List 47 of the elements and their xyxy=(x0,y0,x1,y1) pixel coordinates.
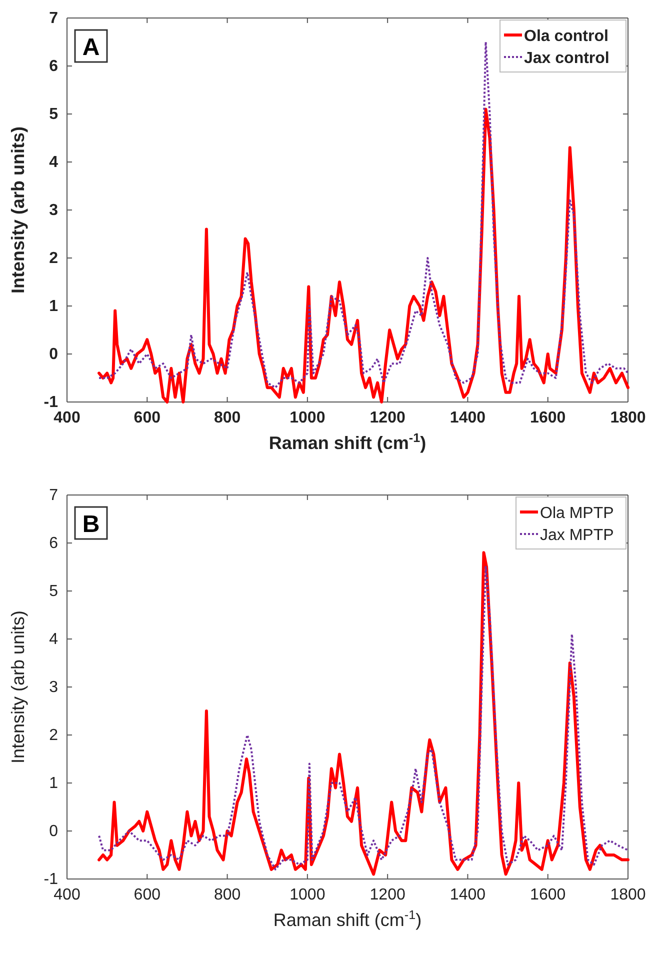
y-axis-title: Intensity (arb units) xyxy=(8,610,28,764)
y-tick-label: 3 xyxy=(49,202,58,220)
y-tick-label: 1 xyxy=(49,298,58,316)
y-tick-label: 1 xyxy=(49,775,58,792)
x-tick-label: 1400 xyxy=(450,886,486,904)
y-tick-label: -1 xyxy=(44,394,58,412)
x-axis-title: Raman shift (cm$^{-1}$) xyxy=(273,908,422,930)
x-tick-label: 800 xyxy=(214,886,241,904)
x-tick-label: 400 xyxy=(54,409,80,426)
y-tick-label: 5 xyxy=(49,583,58,600)
x-tick-label: 400 xyxy=(54,886,80,904)
y-tick-label: 2 xyxy=(49,250,58,268)
x-tick-label: 800 xyxy=(214,409,241,426)
y-tick-label: 2 xyxy=(49,727,58,744)
x-tick-label: 600 xyxy=(134,409,161,426)
x-tick-label: 1600 xyxy=(530,886,566,904)
panel-letter-box: A xyxy=(74,29,108,63)
y-tick-label: 5 xyxy=(49,106,58,124)
y-tick-label: 3 xyxy=(49,679,58,696)
x-tick-label: 1000 xyxy=(290,886,326,904)
y-tick-label: 7 xyxy=(49,10,58,28)
line-series xyxy=(98,41,629,389)
y-tick-label: -1 xyxy=(44,871,58,888)
y-tick-label: 4 xyxy=(49,154,58,172)
x-tick-label: 600 xyxy=(134,886,161,904)
y-tick-label: 0 xyxy=(49,823,58,840)
annotation: A xyxy=(82,34,100,61)
panel-letter-box: B xyxy=(74,506,108,540)
x-tick-label: 1600 xyxy=(530,409,566,426)
x-tick-label: 1800 xyxy=(610,409,646,426)
legend-label: Jax control xyxy=(524,50,610,67)
legend-label: Ola control xyxy=(524,28,608,45)
y-tick-label: 4 xyxy=(49,631,58,648)
y-tick-label: 0 xyxy=(49,346,58,364)
y-axis-title: Intensity (arb units) xyxy=(8,126,28,294)
x-axis-title: Raman shift (cm$^{-1}$) xyxy=(268,431,426,453)
legend-label: Ola MPTP xyxy=(540,505,614,522)
y-tick-label: 7 xyxy=(49,487,58,504)
x-tick-label: 1200 xyxy=(370,886,406,904)
x-tick-label: 1400 xyxy=(450,409,486,426)
x-tick-label: 1800 xyxy=(610,886,646,904)
annotation: B xyxy=(82,511,100,538)
y-tick-label: 6 xyxy=(49,58,58,76)
legend-label: Jax MPTP xyxy=(540,527,614,544)
x-tick-label: 1000 xyxy=(290,409,326,426)
y-tick-label: 6 xyxy=(49,535,58,552)
x-tick-label: 1200 xyxy=(370,409,406,426)
